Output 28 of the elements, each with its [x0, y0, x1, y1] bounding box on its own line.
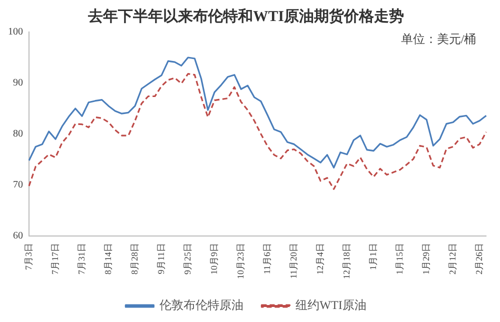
line-series	[28, 73, 487, 190]
annotation: 单位：美元/桶	[400, 32, 476, 46]
x-tick-label: 2月12日	[447, 243, 458, 274]
y-tick-label: 100	[8, 26, 23, 38]
x-tick-label: 12月18日	[341, 243, 352, 279]
y-tick-label: 70	[13, 180, 23, 191]
y-tick-label: 80	[13, 128, 23, 140]
x-tick-label: 2月26日	[474, 243, 484, 274]
chart-title: 去年下半年以来布伦特和WTI原油期货价格走势	[87, 8, 404, 25]
x-tick-label: 9月25日	[182, 243, 192, 274]
x-tick-label: 7月31日	[76, 243, 86, 274]
x-tick-label: 10月23日	[235, 243, 246, 279]
legend-label: 伦敦布伦特原油	[160, 298, 244, 312]
x-tick-label: 7月3日	[23, 243, 34, 270]
x-tick-label: 10月9日	[208, 243, 219, 274]
x-tick-label: 12月4日	[314, 243, 325, 274]
x-tick-label: 11月20日	[288, 243, 298, 279]
x-tick-label: 11月6日	[262, 243, 272, 274]
y-tick-label: 60	[13, 230, 23, 242]
x-tick-label: 7月17日	[50, 243, 60, 274]
x-tick-label: 1月15日	[394, 243, 404, 274]
y-tick-label: 90	[13, 78, 23, 89]
x-tick-label: 1月1日	[368, 243, 378, 270]
x-tick-label: 8月14日	[102, 243, 113, 274]
x-tick-label: 9月11日	[156, 243, 166, 274]
legend-label: 纽约WTI原油	[296, 298, 366, 312]
x-tick-label: 1月29日	[420, 243, 431, 274]
x-tick-label: 8月28日	[129, 243, 140, 274]
